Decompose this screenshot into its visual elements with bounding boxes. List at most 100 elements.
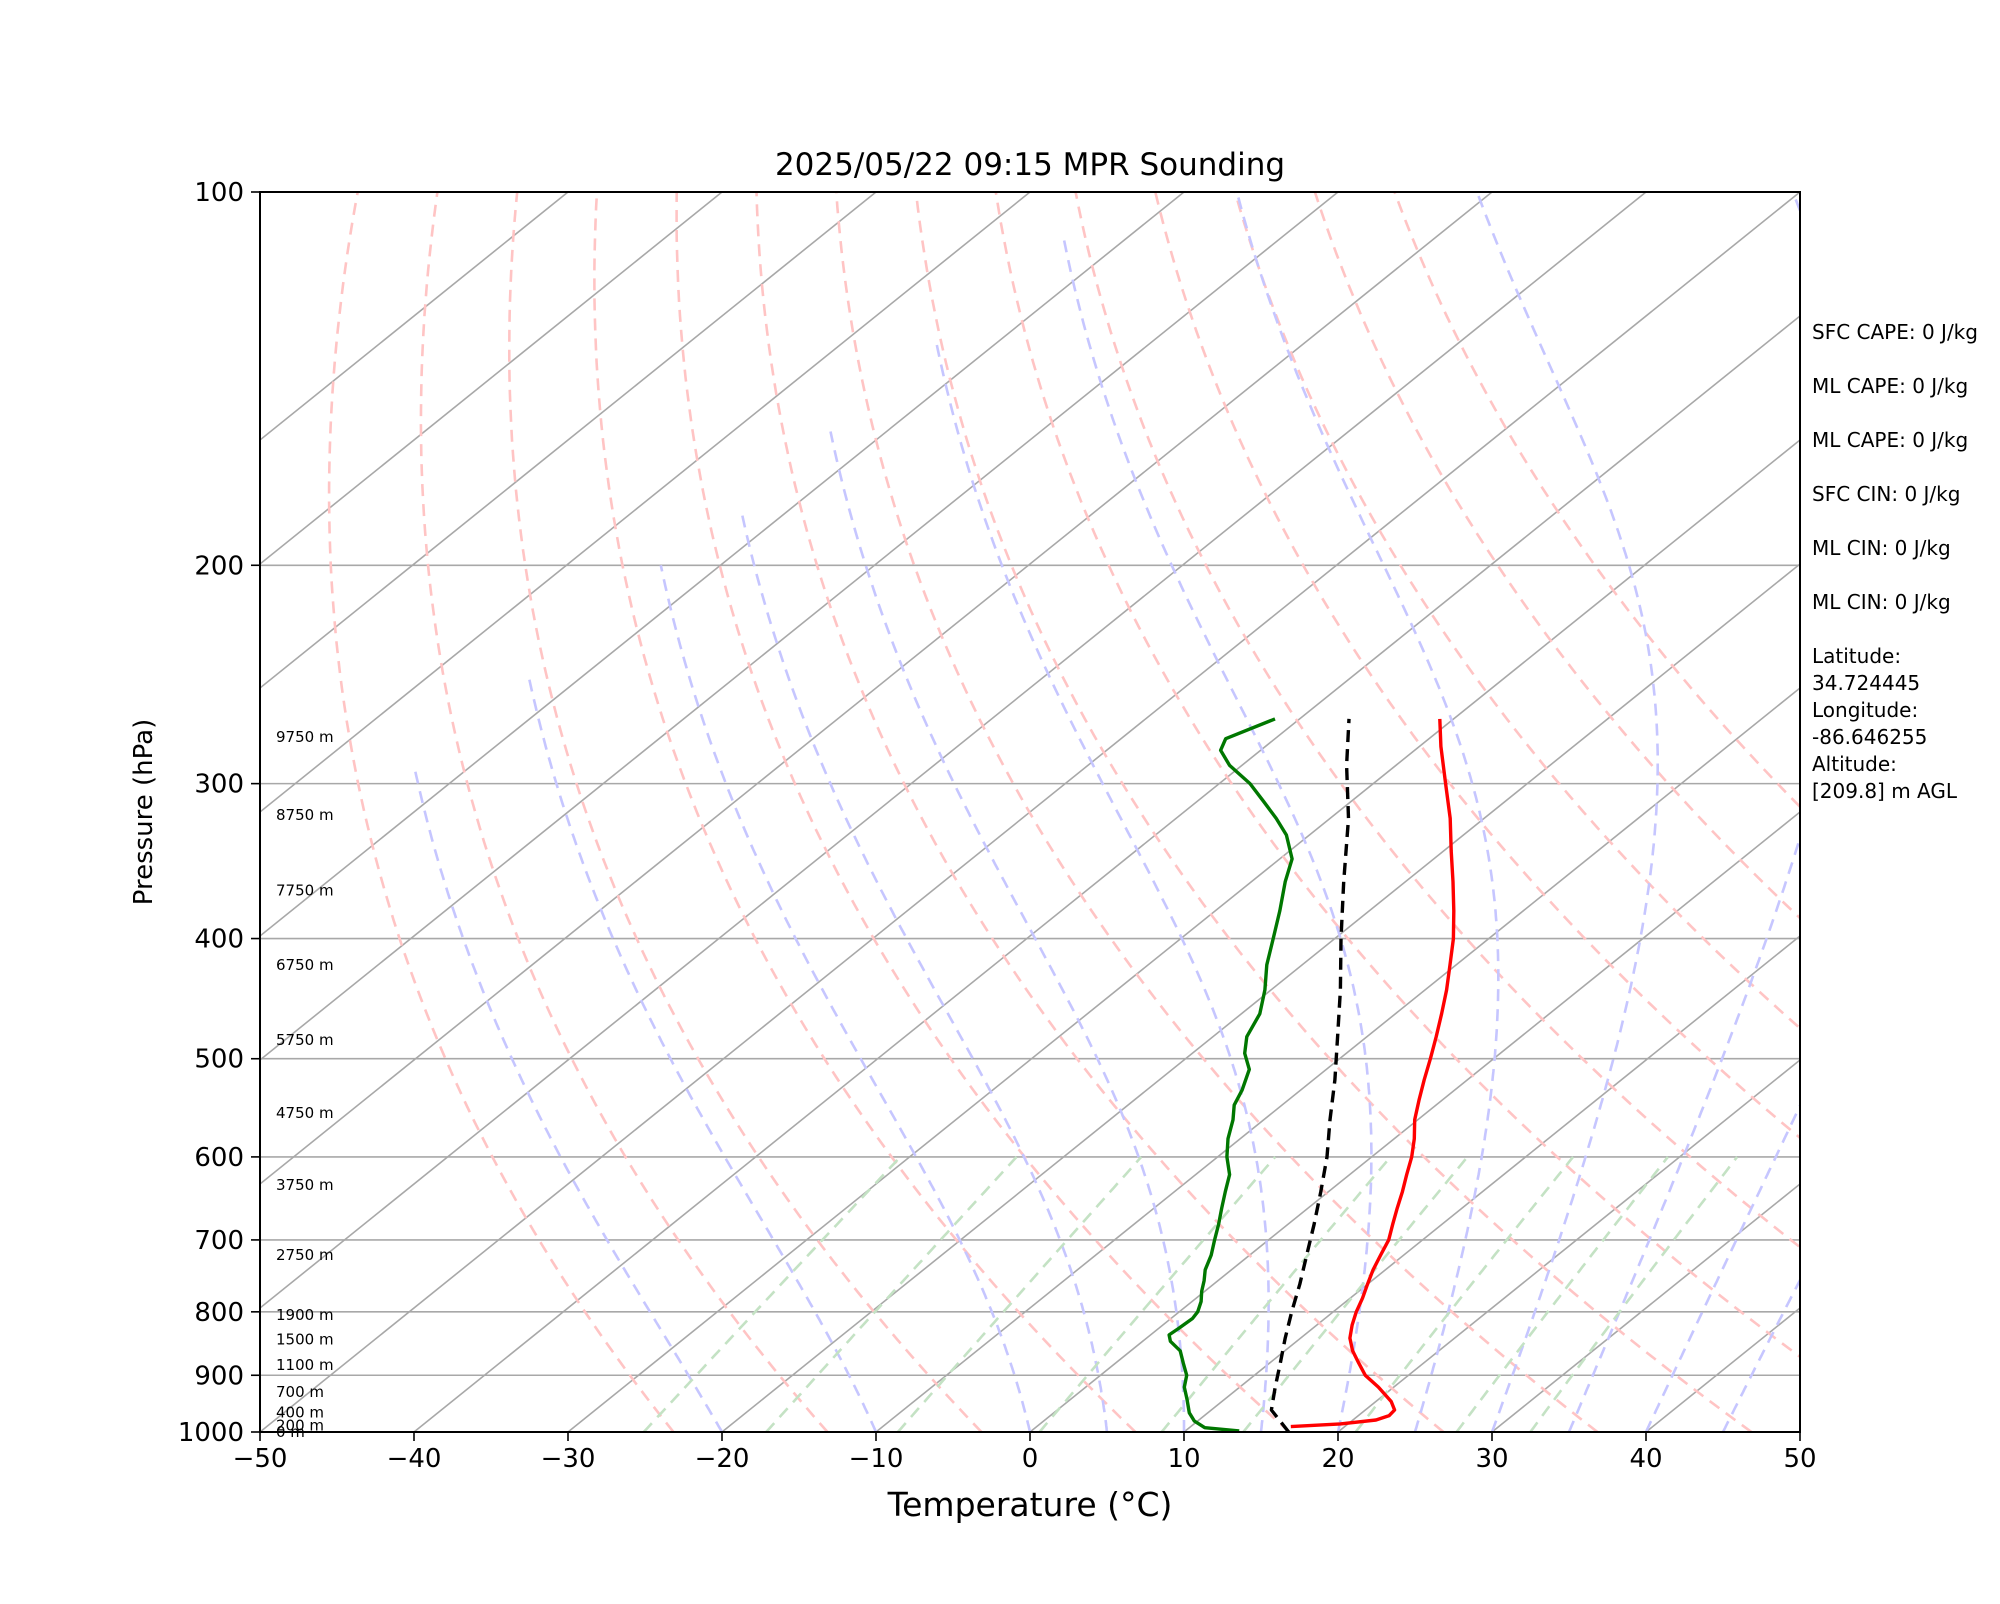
moist-adiabat-line bbox=[526, 672, 878, 1432]
dewpoint-line bbox=[1167, 717, 1294, 1432]
isotherm-line bbox=[721, 562, 1800, 1432]
dry-adiabat-line bbox=[1313, 192, 1800, 920]
dry-adiabat-line bbox=[1233, 192, 1800, 1031]
x-tick-label: 30 bbox=[1475, 1444, 1508, 1474]
y-tick-label: 900 bbox=[194, 1361, 244, 1391]
y-tick-label: 1000 bbox=[178, 1418, 244, 1448]
y-tick-label: 200 bbox=[194, 551, 244, 581]
isotherm-line bbox=[567, 438, 1800, 1432]
moist-adiabat-line bbox=[1475, 192, 1659, 1432]
dry-adiabat-line bbox=[914, 192, 1753, 1432]
isotherm-line bbox=[260, 192, 569, 442]
moist-adiabat-line bbox=[413, 768, 724, 1432]
y-tick-label: 700 bbox=[194, 1226, 244, 1256]
dry-adiabat-line bbox=[419, 192, 829, 1432]
x-tick-label: 20 bbox=[1321, 1444, 1354, 1474]
annotation-text: SFC CIN: 0 J/kg bbox=[1812, 482, 1960, 506]
height-label: 400 m bbox=[276, 1403, 324, 1421]
x-tick-label: 40 bbox=[1629, 1444, 1662, 1474]
height-label: 700 m bbox=[276, 1383, 324, 1401]
mixing-ratio-line bbox=[642, 1156, 902, 1432]
height-label: 4750 m bbox=[276, 1104, 334, 1122]
dry-adiabat-line bbox=[835, 192, 1599, 1432]
annotation-text: SFC CAPE: 0 J/kg bbox=[1812, 320, 1978, 344]
y-tick-label: 400 bbox=[194, 925, 244, 955]
y-tick-label: 300 bbox=[194, 770, 244, 800]
isotherm-line bbox=[260, 192, 1493, 1186]
height-label: 200 m bbox=[276, 1416, 324, 1434]
annotation-text: ML CAPE: 0 J/kg bbox=[1812, 428, 1968, 452]
dry-adiabat-line bbox=[1154, 192, 1800, 1140]
moist-adiabat-line bbox=[1235, 192, 1500, 1432]
isotherm-line bbox=[260, 192, 1647, 1310]
dry-adiabat-line bbox=[508, 192, 983, 1432]
y-tick-label: 800 bbox=[194, 1298, 244, 1328]
isotherm-line bbox=[260, 192, 1339, 1062]
dry-adiabat-line bbox=[755, 192, 1445, 1432]
x-tick-label: −10 bbox=[849, 1444, 904, 1474]
moist-adiabat-line bbox=[1567, 192, 1800, 1432]
annotation-text: ML CAPE: 0 J/kg bbox=[1812, 374, 1968, 398]
isotherm-line bbox=[875, 686, 1800, 1432]
x-tick-label: −30 bbox=[541, 1444, 596, 1474]
parcel-line bbox=[1269, 718, 1351, 1432]
isotherm-line bbox=[413, 314, 1800, 1432]
isotherm-line bbox=[260, 192, 723, 566]
x-tick-label: −50 bbox=[233, 1444, 288, 1474]
height-label: 6750 m bbox=[276, 956, 334, 974]
isotherm-line bbox=[260, 192, 1185, 938]
annotation-text: [209.8] m AGL bbox=[1812, 779, 1958, 803]
annotation-text: 34.724445 bbox=[1812, 671, 1920, 695]
mixing-ratio-line bbox=[1354, 1156, 1575, 1432]
mixing-ratio-line bbox=[1038, 1156, 1277, 1432]
height-label: 7750 m bbox=[276, 882, 334, 900]
chart-title: 2025/05/22 09:15 MPR Sounding bbox=[775, 147, 1285, 183]
annotation-text: Latitude: bbox=[1812, 644, 1901, 668]
series-layer bbox=[1167, 717, 1456, 1432]
moist-adiabat-line bbox=[659, 565, 1032, 1432]
dry-adiabat-line bbox=[994, 192, 1800, 1359]
isotherm-line bbox=[1337, 1058, 1800, 1432]
isotherm-line bbox=[260, 192, 1031, 814]
mixing-ratio-line bbox=[1529, 1156, 1739, 1432]
annotations: SFC CAPE: 0 J/kg ML CAPE: 0 J/kg ML CAPE: … bbox=[1812, 320, 1978, 803]
moist-adiabat-line bbox=[1061, 233, 1373, 1432]
height-label: 1900 m bbox=[276, 1306, 334, 1324]
isotherm-line bbox=[1491, 1182, 1800, 1432]
mixing-ratio-line bbox=[1455, 1156, 1669, 1432]
y-tick-label: 600 bbox=[194, 1143, 244, 1173]
y-tick-label: 100 bbox=[194, 178, 244, 208]
height-label: 8750 m bbox=[276, 806, 334, 824]
mixing-ratio-line bbox=[896, 1156, 1143, 1432]
annotation-text: ML CIN: 0 J/kg bbox=[1812, 536, 1951, 560]
annotation-text: Longitude: bbox=[1812, 698, 1918, 722]
x-tick-label: −20 bbox=[695, 1444, 750, 1474]
dry-adiabat-line bbox=[593, 192, 1137, 1432]
x-tick-label: −40 bbox=[387, 1444, 442, 1474]
height-label: 1500 m bbox=[276, 1330, 334, 1348]
annotation-text: Altitude: bbox=[1812, 752, 1897, 776]
height-label: 5750 m bbox=[276, 1031, 334, 1049]
isotherm-line bbox=[1029, 810, 1800, 1432]
dry-adiabat-line bbox=[327, 192, 675, 1432]
moist-adiabat-line bbox=[934, 341, 1270, 1432]
height-label: 1100 m bbox=[276, 1356, 334, 1374]
annotation-text: ML CIN: 0 J/kg bbox=[1812, 590, 1951, 614]
height-label: 2750 m bbox=[276, 1246, 334, 1264]
x-tick-label: 50 bbox=[1783, 1444, 1816, 1474]
dry-adiabat-line bbox=[675, 192, 1291, 1432]
mixing-ratio-line bbox=[765, 1156, 1018, 1432]
temperature-line bbox=[1290, 718, 1456, 1429]
moist-adiabat-line bbox=[739, 508, 1109, 1432]
y-axis-label: Pressure (hPa) bbox=[129, 719, 159, 906]
x-tick-label: 10 bbox=[1167, 1444, 1200, 1474]
height-label: 9750 m bbox=[276, 728, 334, 746]
background-lines bbox=[260, 192, 1800, 1432]
x-tick-label: 0 bbox=[1022, 1444, 1039, 1474]
axes: −50 −40 −30 −20 −10 0 10 20 30 40 50 1000 900 800 700 6… bbox=[178, 178, 1817, 1474]
y-tick-label: 500 bbox=[194, 1045, 244, 1075]
annotation-text: -86.646255 bbox=[1812, 725, 1927, 749]
